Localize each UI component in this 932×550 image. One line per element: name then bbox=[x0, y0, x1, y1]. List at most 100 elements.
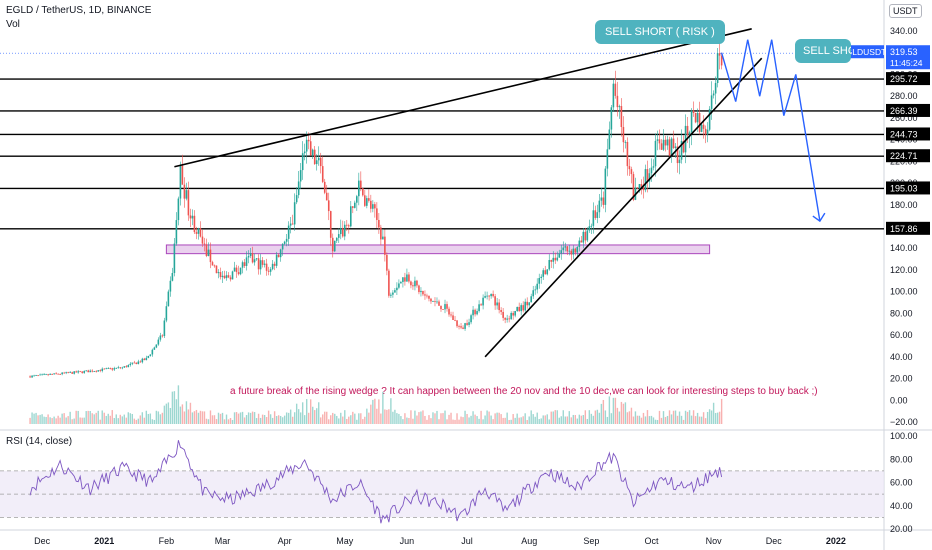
volume-bar bbox=[181, 404, 184, 424]
candle-body bbox=[323, 181, 326, 193]
candle-body bbox=[700, 124, 703, 132]
volume-bar bbox=[267, 410, 270, 424]
candle-body bbox=[658, 139, 661, 144]
wedge-lower-line bbox=[484, 57, 763, 358]
volume-bar bbox=[476, 416, 478, 424]
candle-body bbox=[277, 254, 280, 258]
candle-body bbox=[360, 180, 362, 189]
volume-bar bbox=[690, 415, 693, 424]
candle-body bbox=[249, 253, 252, 257]
volume-bar bbox=[630, 407, 633, 424]
candle-body bbox=[604, 168, 607, 205]
volume-bar bbox=[668, 410, 671, 424]
candle-body bbox=[554, 257, 557, 261]
volume-bar bbox=[213, 415, 216, 424]
candle-body bbox=[400, 281, 402, 284]
volume-bar bbox=[684, 410, 687, 424]
candle-body bbox=[514, 310, 516, 316]
volume-bar bbox=[702, 412, 705, 424]
candle-body bbox=[61, 372, 63, 375]
candle-body bbox=[271, 263, 274, 270]
volume-bar bbox=[287, 412, 290, 424]
volume-bar bbox=[209, 410, 212, 424]
candle-body bbox=[283, 241, 286, 244]
volume-bar bbox=[536, 412, 538, 424]
candle-body bbox=[151, 349, 154, 355]
volume-bar bbox=[261, 414, 264, 424]
volume-bar bbox=[584, 410, 587, 424]
candle-body bbox=[273, 263, 276, 266]
candle-body bbox=[566, 246, 569, 252]
candle-body bbox=[49, 374, 51, 375]
candle-body bbox=[662, 139, 665, 150]
volume-bar bbox=[396, 413, 398, 424]
volume-bar bbox=[696, 412, 699, 424]
volume-bar bbox=[574, 415, 577, 424]
price-tick-label: 260.00 bbox=[890, 113, 918, 123]
volume-bar bbox=[488, 411, 490, 424]
volume-bar bbox=[604, 410, 607, 424]
level-price-tag bbox=[886, 221, 930, 235]
candle-body bbox=[281, 243, 284, 250]
candle-body bbox=[594, 210, 597, 218]
candle-body bbox=[452, 315, 454, 320]
candle-body bbox=[476, 311, 478, 315]
candle-body bbox=[720, 55, 723, 66]
volume-bar bbox=[41, 414, 43, 424]
candle-body bbox=[582, 231, 585, 243]
candle-body bbox=[201, 236, 204, 244]
volume-bar bbox=[376, 408, 378, 424]
volume-bar bbox=[662, 411, 665, 424]
candle-body bbox=[341, 228, 344, 237]
candle-body bbox=[191, 215, 194, 219]
volume-bar bbox=[538, 419, 540, 424]
candle-body bbox=[205, 244, 208, 256]
volume-bar bbox=[480, 410, 482, 424]
volume-bar bbox=[97, 410, 99, 424]
candle-body bbox=[552, 257, 555, 262]
price-tick-label: 140.00 bbox=[890, 243, 918, 253]
volume-bar bbox=[177, 385, 180, 424]
volume-bar bbox=[512, 414, 514, 424]
rsi-tick-label: 80.00 bbox=[890, 454, 913, 464]
volume-bar bbox=[402, 419, 404, 424]
volume-bar bbox=[320, 417, 322, 424]
volume-bar bbox=[602, 399, 605, 424]
candle-body bbox=[374, 204, 376, 209]
currency-button[interactable]: USDT bbox=[889, 4, 922, 18]
candle-body bbox=[127, 365, 130, 368]
sell-short-callout-2: SELL SHORT bbox=[795, 39, 851, 63]
candle-body bbox=[576, 246, 579, 253]
candle-body bbox=[712, 93, 715, 96]
volume-bar bbox=[215, 419, 218, 424]
volume-bar bbox=[169, 407, 172, 424]
volume-bar bbox=[293, 412, 296, 424]
volume-bar bbox=[205, 418, 208, 424]
rsi-line bbox=[29, 440, 723, 524]
candle-body bbox=[574, 248, 577, 253]
candle-body bbox=[588, 226, 591, 231]
candle-body bbox=[43, 374, 45, 376]
candle-body bbox=[686, 125, 689, 136]
volume-bar bbox=[145, 410, 148, 424]
candle-body bbox=[616, 95, 619, 108]
time-tick-label: Mar bbox=[215, 536, 231, 546]
candle-body bbox=[714, 83, 717, 94]
candle-body bbox=[498, 302, 500, 311]
candle-body bbox=[247, 256, 250, 258]
volume-bar bbox=[548, 419, 550, 424]
volume-bar bbox=[626, 412, 629, 424]
volume-bar bbox=[99, 419, 101, 424]
volume-bar bbox=[259, 417, 262, 424]
candle-body bbox=[388, 270, 390, 296]
candle-body bbox=[534, 289, 537, 291]
rsi-tick-label: 60.00 bbox=[890, 478, 913, 488]
candle-body bbox=[225, 275, 228, 279]
candle-body bbox=[710, 95, 713, 109]
candle-body bbox=[255, 258, 258, 260]
candle-body bbox=[650, 167, 653, 174]
candle-body bbox=[668, 139, 671, 156]
candles bbox=[29, 41, 723, 378]
volume-bar bbox=[704, 418, 707, 424]
volume-bar bbox=[273, 411, 276, 424]
